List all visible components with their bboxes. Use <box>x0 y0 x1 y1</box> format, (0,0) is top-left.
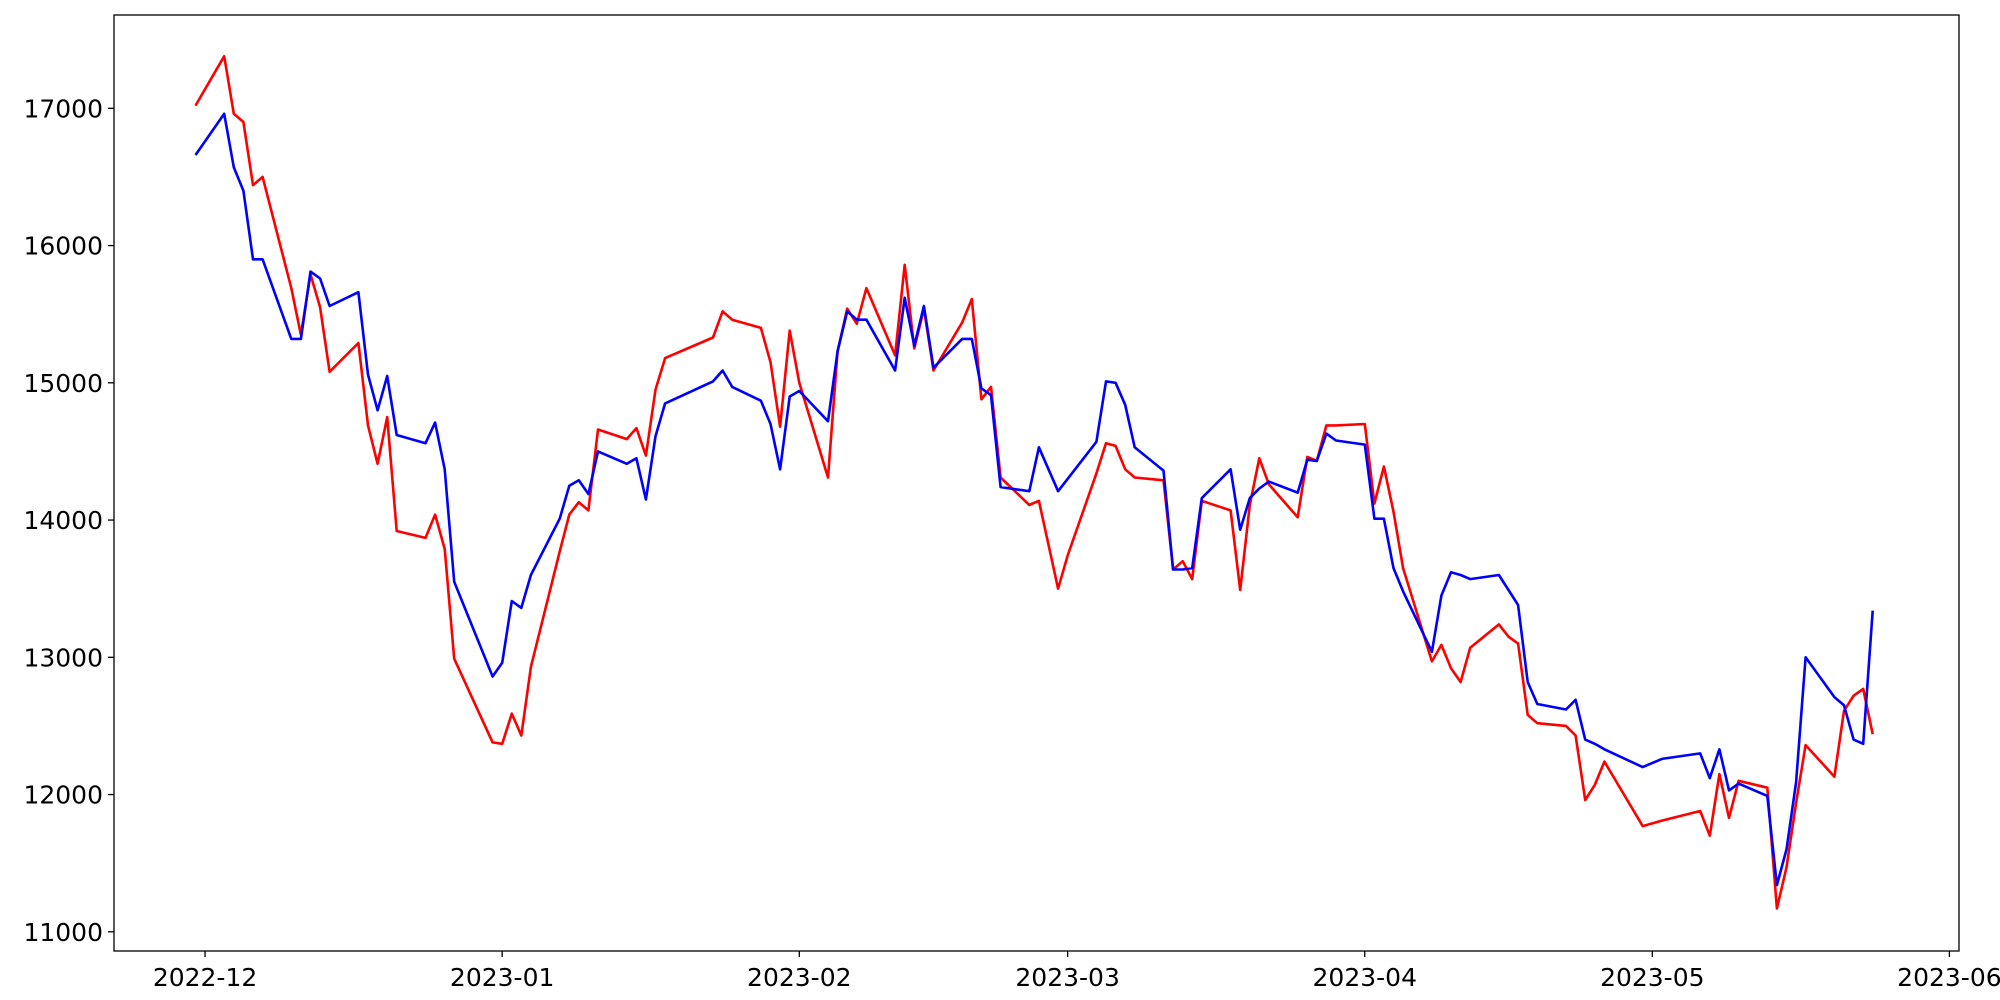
x-tick-label: 2023-03 <box>1015 963 1119 992</box>
y-tick-label: 16000 <box>23 232 103 261</box>
series-line <box>194 112 1874 887</box>
y-tick-label: 12000 <box>23 781 103 810</box>
x-tick-label: 2023-02 <box>747 963 851 992</box>
x-tick-label: 2022-12 <box>153 963 257 992</box>
plot-frame <box>113 14 1960 952</box>
y-tick-label: 17000 <box>23 94 103 123</box>
x-tick-label: 2023-05 <box>1600 963 1704 992</box>
y-tick-label: 13000 <box>23 643 103 672</box>
x-tick-label: 2023-04 <box>1313 963 1417 992</box>
x-tick-label: 2023-06 <box>1897 963 2000 992</box>
series-line <box>194 54 1874 910</box>
y-tick-label: 15000 <box>23 369 103 398</box>
y-tick-label: 14000 <box>23 506 103 535</box>
y-tick-label: 11000 <box>23 918 103 947</box>
x-tick-label: 2023-01 <box>450 963 554 992</box>
